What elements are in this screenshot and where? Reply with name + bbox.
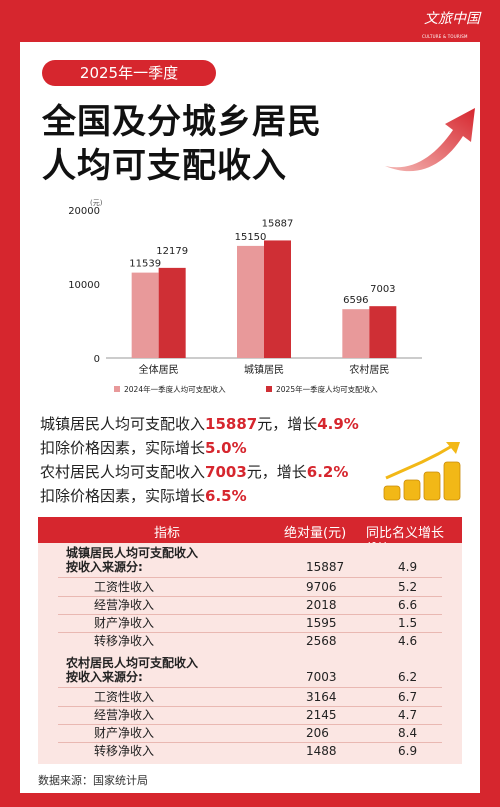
coins-growth-icon — [383, 442, 461, 501]
source-name: 转移净收入 — [94, 634, 155, 648]
growth-cell: 6.6 — [398, 598, 418, 612]
growth-cell: 6.7 — [398, 690, 418, 704]
bar-2025 — [264, 240, 291, 358]
x-category-label: 城镇居民 — [244, 363, 284, 376]
stat-value: 15887 — [205, 415, 258, 433]
brand-name-zh: 文旅中国 — [424, 11, 480, 27]
growth-cell: 4.6 — [398, 634, 418, 648]
legend-label: 2025年一季度人均可支配收入 — [276, 384, 378, 394]
stat-urban-real: 扣除价格因素，实际增长5.0% — [40, 438, 247, 458]
amount-cell: 206 — [306, 726, 329, 740]
group-name: 城镇居民人均可支配收入 — [66, 546, 199, 560]
legend-swatch — [266, 386, 272, 392]
stat-text: 城镇居民人均可支配收入 — [40, 415, 206, 433]
stat-text: 扣除价格因素，实际增长 — [40, 487, 206, 505]
bar-2024 — [237, 245, 264, 358]
y-tick-label: 0 — [94, 354, 100, 365]
table-row: 按收入来源分: 15887 4.9 — [38, 559, 462, 575]
amount-cell: 2145 — [306, 708, 337, 722]
bar-value-label: 6596 — [343, 295, 368, 306]
header-amount: 绝对量(元) — [284, 526, 347, 541]
amount-cell: 1595 — [306, 616, 337, 630]
brand-name-en: CULTURE & TOURISM — [422, 34, 468, 39]
table-row: 按收入来源分: 7003 6.2 — [38, 669, 462, 685]
stat-value: 5.0% — [205, 439, 247, 457]
table-group-title: 农村居民人均可支配收入 — [38, 655, 462, 671]
stat-value: 4.9% — [317, 415, 359, 433]
growth-cell: 1.5 — [398, 616, 418, 630]
amount-cell: 1488 — [306, 744, 337, 758]
source-name: 工资性收入 — [94, 690, 155, 704]
table-row: 财产净收入 206 8.4 — [38, 725, 462, 741]
period-badge: 2025年一季度 — [42, 60, 216, 86]
source-name: 经营净收入 — [94, 708, 155, 722]
page-title-line1: 全国及分城乡居民 — [42, 102, 322, 142]
source-name: 经营净收入 — [94, 598, 155, 612]
x-category-label: 农村居民 — [349, 363, 389, 376]
source-name: 财产净收入 — [94, 726, 155, 740]
x-category-label: 全体居民 — [139, 363, 179, 376]
header-indicator: 指标 — [154, 526, 181, 541]
growth-cell: 6.2 — [398, 670, 418, 684]
table-row: 财产净收入 1595 1.5 — [38, 615, 462, 631]
stat-text: 农村居民人均可支配收入 — [40, 463, 206, 481]
income-table: 城镇居民人均可支配收入 按收入来源分: 15887 4.9 工资性收入 9706… — [38, 543, 462, 764]
stat-text: 扣除价格因素，实际增长 — [40, 439, 206, 457]
amount-cell: 15887 — [306, 560, 345, 574]
group-subtitle: 按收入来源分: — [66, 670, 143, 684]
table-group-title: 城镇居民人均可支配收入 — [38, 545, 462, 561]
bar-value-label: 12179 — [156, 246, 188, 257]
stat-text: 元，增长 — [257, 415, 318, 433]
bar-2025 — [158, 267, 186, 358]
bar-value-label: 15887 — [262, 218, 294, 229]
growth-cell: 8.4 — [398, 726, 418, 740]
table-row: 经营净收入 2145 4.7 — [38, 707, 462, 723]
bar-value-label: 7003 — [370, 284, 395, 295]
stat-value: 6.5% — [205, 487, 247, 505]
brand-logo: 文旅中国 CULTURE & TOURISM — [420, 8, 482, 42]
stat-value: 6.2% — [306, 463, 349, 481]
table-row: 经营净收入 2018 6.6 — [38, 597, 462, 613]
growth-cell: 4.9 — [398, 560, 418, 574]
income-bar-chart: (元) 0 10000 20000 11539 12179 全体居民 15150 15887… — [68, 199, 422, 394]
stat-text: 元，增长 — [246, 463, 307, 481]
y-tick-label: 20000 — [68, 206, 100, 217]
stat-rural-real: 扣除价格因素，实际增长6.5% — [40, 486, 247, 506]
legend-label: 2024年一季度人均可支配收入 — [124, 384, 226, 394]
bar-value-label: 11539 — [129, 259, 161, 270]
y-tick-label: 10000 — [68, 280, 100, 291]
amount-cell: 2018 — [306, 598, 337, 612]
page-title-line2: 人均可支配收入 — [42, 146, 287, 186]
bar-2025 — [369, 306, 397, 358]
group-name: 农村居民人均可支配收入 — [66, 656, 199, 670]
growth-cell: 4.7 — [398, 708, 418, 722]
growth-cell: 6.9 — [398, 744, 418, 758]
table-row: 转移净收入 2568 4.6 — [38, 633, 462, 649]
table-row: 工资性收入 3164 6.7 — [38, 689, 462, 705]
stat-rural-growth: 农村居民人均可支配收入7003元，增长6.2% — [40, 462, 348, 482]
bar-value-label: 15150 — [235, 232, 267, 243]
source-name: 工资性收入 — [94, 580, 155, 594]
amount-cell: 9706 — [306, 580, 337, 594]
amount-cell: 7003 — [306, 670, 337, 684]
data-source: 数据来源：国家统计局 — [38, 774, 148, 787]
stat-urban-growth: 城镇居民人均可支配收入15887元，增长4.9% — [40, 414, 359, 434]
table-header: 指标 绝对量(元) 同比名义增长(%) — [38, 517, 462, 556]
group-subtitle: 按收入来源分: — [66, 560, 143, 574]
table-row: 转移净收入 1488 6.9 — [38, 743, 462, 759]
table-row: 工资性收入 9706 5.2 — [38, 579, 462, 595]
bar-2024 — [131, 272, 159, 358]
source-name: 转移净收入 — [94, 744, 155, 758]
growth-cell: 5.2 — [398, 580, 418, 594]
amount-cell: 3164 — [306, 690, 337, 704]
amount-cell: 2568 — [306, 634, 337, 648]
rising-arrow-icon — [385, 108, 475, 172]
bar-2024 — [342, 309, 370, 358]
source-name: 财产净收入 — [94, 616, 155, 630]
y-axis-unit: (元) — [90, 199, 103, 207]
legend-swatch — [114, 386, 120, 392]
stat-value: 7003 — [205, 463, 247, 481]
